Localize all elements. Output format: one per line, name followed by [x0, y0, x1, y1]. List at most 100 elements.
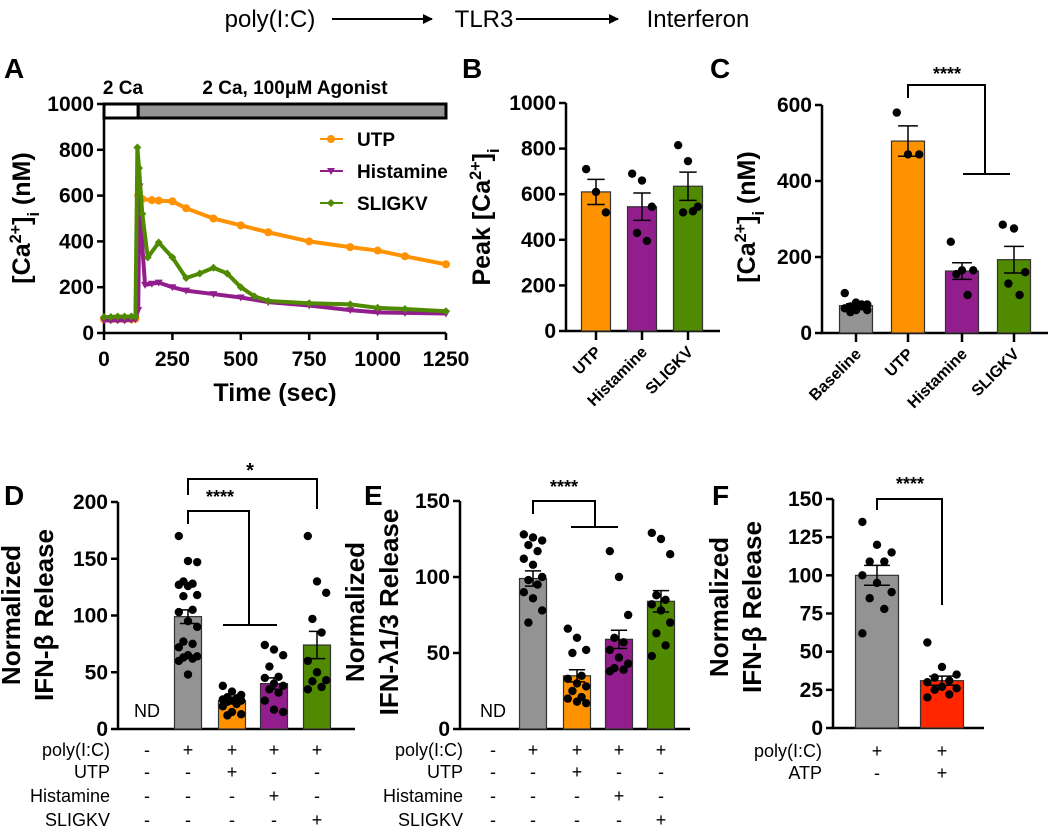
- data-point: [647, 528, 657, 538]
- data-point: [260, 673, 270, 683]
- data-point: [619, 665, 628, 674]
- condition-row-label: SLIGKV: [45, 810, 110, 830]
- condition-value: -: [185, 762, 191, 782]
- data-point: [174, 656, 184, 666]
- header-interferon: Interferon: [647, 6, 750, 33]
- data-point: [858, 629, 867, 638]
- data-point: [865, 557, 874, 566]
- y-axis-label: IFN-β Release: [737, 521, 767, 693]
- condition-value: -: [144, 786, 150, 806]
- y-axis-label-part: (nM): [8, 152, 36, 212]
- data-point: [581, 164, 591, 174]
- condition-value: -: [616, 810, 622, 830]
- significance-bracket: [907, 84, 1010, 175]
- condition-value: +: [183, 740, 194, 760]
- y-axis-label-part: ]: [8, 217, 36, 225]
- panel-letter-f: F: [712, 480, 729, 511]
- data-point: [188, 639, 197, 649]
- y-tick-label: 100: [415, 566, 450, 589]
- data-point: [312, 577, 322, 586]
- data-point: [265, 662, 274, 671]
- data-point: [192, 622, 202, 632]
- data-point: [880, 604, 889, 614]
- data-point: [887, 548, 896, 557]
- y-axis-label-part: (nM): [733, 151, 761, 211]
- legend-marker: [327, 168, 335, 175]
- data-point: [614, 653, 624, 662]
- condition-value: -: [490, 740, 496, 760]
- series-point-utp: [305, 237, 314, 246]
- data-point: [232, 699, 241, 709]
- data-point: [179, 637, 188, 646]
- series-point-histamine: [120, 317, 129, 325]
- series-point-utp: [147, 196, 156, 205]
- data-point: [572, 697, 582, 706]
- data-point: [963, 290, 972, 300]
- condition-value: +: [872, 741, 883, 761]
- data-point: [952, 269, 961, 279]
- condition-value: -: [271, 810, 277, 830]
- data-point: [665, 618, 675, 627]
- condition-value: +: [227, 762, 238, 782]
- condition-value: +: [269, 740, 280, 760]
- y-tick-label: 100: [788, 564, 823, 587]
- panel-c-bar-chart: 0 200 400 600 [Ca2+]i (nM) Baseline UTPHistami…: [732, 64, 1048, 412]
- bar: [944, 270, 980, 334]
- series-point-sligkv: [106, 312, 115, 321]
- condition-value: -: [144, 762, 150, 782]
- condition-bar-label: 2 Ca, 100μM Agonist: [202, 78, 388, 99]
- data-point: [519, 588, 529, 597]
- series-point-sligkv: [127, 312, 136, 321]
- y-tick-label: 25: [800, 679, 824, 702]
- series-point-sligkv: [346, 300, 355, 309]
- series-point-histamine: [400, 309, 409, 317]
- condition-value: +: [614, 786, 625, 806]
- series-point-sligkv: [113, 312, 122, 321]
- condition-value: -: [185, 786, 191, 806]
- data-point: [218, 681, 228, 691]
- data-point: [923, 693, 932, 702]
- data-point: [605, 645, 615, 655]
- y-axis-label: [Ca2+]i (nM): [732, 151, 768, 282]
- condition-row-label: UTP: [74, 762, 110, 782]
- series-point-sligkv: [442, 307, 450, 316]
- y-tick-label: 0: [811, 717, 823, 740]
- y-axis-label: Peak [Ca2+]i: [467, 149, 503, 286]
- data-point: [192, 557, 202, 567]
- y-axis-label-part: ]: [733, 216, 761, 224]
- data-point: [840, 288, 849, 298]
- x-tick-label: 1250: [423, 348, 470, 371]
- header-polyic: poly(I:C): [225, 6, 316, 33]
- y-tick-label: 50: [427, 642, 450, 665]
- not-detected-label: ND: [480, 701, 506, 721]
- data-point: [647, 651, 657, 661]
- data-point: [678, 208, 688, 217]
- y-tick-label: 150: [788, 488, 823, 511]
- data-point: [1009, 224, 1019, 233]
- y-axis-label-part: 2+: [7, 225, 25, 244]
- data-point: [278, 681, 288, 691]
- data-point: [930, 685, 939, 695]
- condition-value: +: [656, 810, 667, 830]
- data-point: [605, 667, 615, 676]
- data-point: [317, 682, 326, 692]
- data-point: [581, 698, 591, 708]
- data-point: [892, 108, 901, 117]
- x-axis-label: Time (sec): [213, 379, 336, 407]
- condition-value: +: [937, 763, 948, 783]
- y-tick-label: 125: [788, 526, 823, 549]
- series-point-histamine: [113, 317, 122, 325]
- y-tick-label: 0: [96, 718, 108, 741]
- condition-value: -: [229, 786, 235, 806]
- data-point: [656, 534, 666, 544]
- panel-letter-d: D: [4, 480, 24, 511]
- y-tick-label: 0: [800, 322, 812, 345]
- data-point: [632, 228, 642, 238]
- condition-value: -: [658, 786, 664, 806]
- condition-value: -: [490, 810, 496, 830]
- panel-a-line-chart: 0 200 400 600 800 1000 0 250 500 750 1000 1250 Time …: [7, 78, 469, 407]
- panel-letter-a: A: [4, 53, 24, 84]
- series-point-histamine: [373, 309, 382, 317]
- data-point: [952, 670, 961, 679]
- series-point-sligkv: [400, 304, 409, 313]
